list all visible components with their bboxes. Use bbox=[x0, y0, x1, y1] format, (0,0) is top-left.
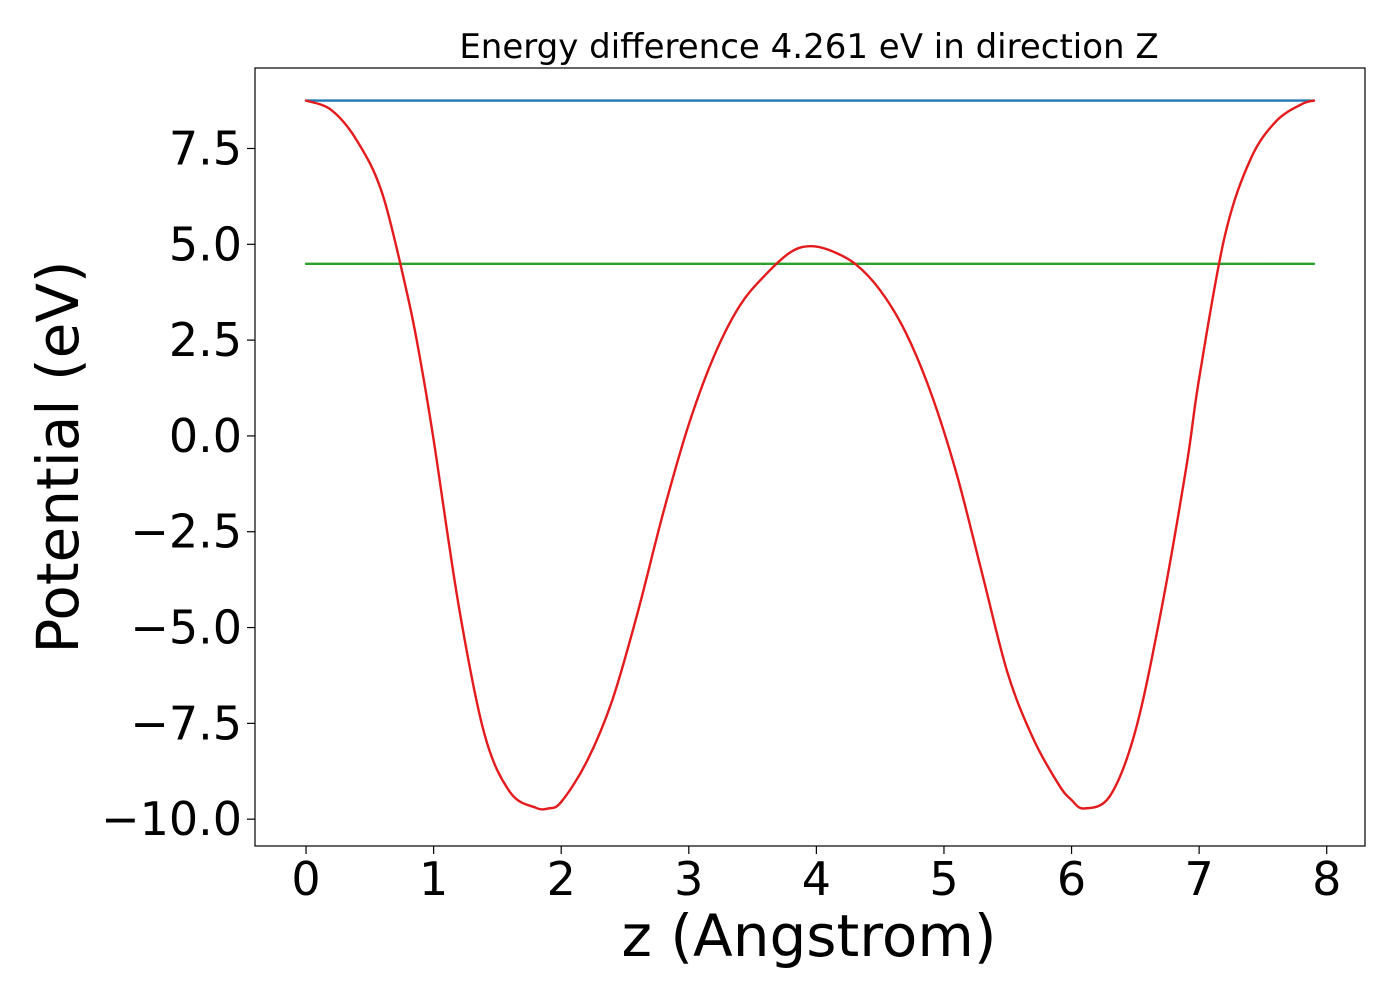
x-axis-label: z (Angstrom) bbox=[622, 902, 997, 970]
plot-series bbox=[304, 99, 1316, 811]
x-tick-label: 2 bbox=[547, 852, 576, 906]
x-tick-label: 8 bbox=[1312, 852, 1341, 906]
x-tick-label: 4 bbox=[802, 852, 831, 906]
chart-title: Energy difference 4.261 eV in direction … bbox=[459, 27, 1158, 67]
x-tick-label: 3 bbox=[674, 852, 703, 906]
y-axis: −10.0 −7.5 −5.0 −2.5 0.0 2.5 5.0 7.5 bbox=[101, 121, 255, 846]
x-tick-label: 5 bbox=[929, 852, 958, 906]
x-tick-label: 7 bbox=[1184, 852, 1213, 906]
y-tick-label: −5.0 bbox=[130, 601, 242, 655]
x-tick-label: 6 bbox=[1057, 852, 1086, 906]
y-tick-label: 7.5 bbox=[169, 121, 242, 175]
x-axis: 0 1 2 3 4 5 6 7 8 bbox=[291, 846, 1341, 906]
x-tick-label: 1 bbox=[419, 852, 448, 906]
y-tick-label: −10.0 bbox=[101, 792, 242, 846]
y-axis-label: Potential (eV) bbox=[24, 260, 92, 653]
y-tick-label: 5.0 bbox=[169, 217, 242, 271]
x-tick-label: 0 bbox=[291, 852, 320, 906]
y-tick-label: −2.5 bbox=[130, 505, 242, 559]
plot-area-frame bbox=[254, 67, 1366, 847]
y-tick-label: 2.5 bbox=[169, 313, 242, 367]
series-line-red bbox=[304, 99, 1316, 811]
y-tick-label: 0.0 bbox=[169, 409, 242, 463]
y-tick-label: −7.5 bbox=[130, 696, 242, 750]
